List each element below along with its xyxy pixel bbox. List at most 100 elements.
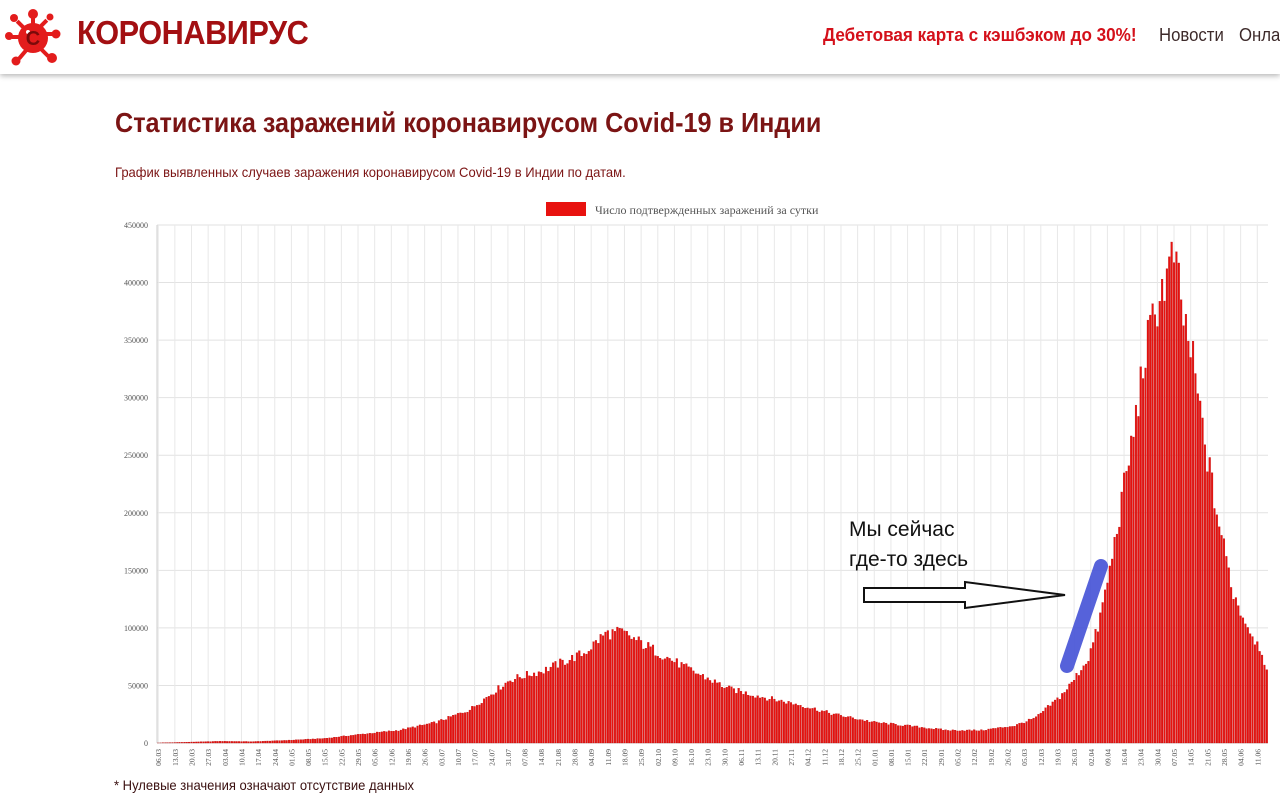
bar[interactable] — [1082, 665, 1085, 744]
bar[interactable] — [1232, 599, 1235, 744]
bar[interactable] — [1120, 491, 1123, 744]
bar[interactable] — [411, 726, 414, 744]
bar[interactable] — [214, 741, 217, 744]
bar[interactable] — [445, 719, 448, 744]
bar[interactable] — [863, 720, 866, 744]
bar[interactable] — [366, 733, 369, 744]
bar[interactable] — [404, 729, 407, 744]
bar[interactable] — [502, 686, 505, 744]
bar[interactable] — [642, 648, 645, 744]
bar[interactable] — [744, 691, 747, 744]
bar[interactable] — [1065, 689, 1068, 744]
bar[interactable] — [901, 725, 904, 744]
bar[interactable] — [571, 655, 574, 744]
bar[interactable] — [188, 741, 191, 744]
bar[interactable] — [999, 727, 1002, 744]
bar[interactable] — [1123, 472, 1126, 744]
bar[interactable] — [342, 735, 345, 744]
bar[interactable] — [176, 742, 179, 744]
bar[interactable] — [897, 725, 900, 744]
bar[interactable] — [387, 730, 390, 744]
bar[interactable] — [547, 671, 550, 744]
bar[interactable] — [490, 694, 493, 744]
bar[interactable] — [842, 716, 845, 744]
bar[interactable] — [283, 740, 286, 744]
bar[interactable] — [761, 696, 764, 744]
bar[interactable] — [185, 742, 188, 744]
bar[interactable] — [847, 716, 850, 744]
bar[interactable] — [1156, 326, 1159, 744]
bar[interactable] — [889, 722, 892, 744]
bar[interactable] — [1177, 262, 1180, 744]
bar[interactable] — [944, 729, 947, 744]
bar[interactable] — [782, 701, 785, 744]
bar[interactable] — [1213, 508, 1216, 744]
bar[interactable] — [1175, 251, 1178, 744]
bar[interactable] — [920, 727, 923, 744]
bar[interactable] — [361, 733, 364, 744]
bar[interactable] — [894, 724, 897, 744]
bar[interactable] — [1134, 404, 1137, 744]
bar[interactable] — [625, 631, 628, 744]
bar[interactable] — [913, 725, 916, 744]
bar[interactable] — [585, 653, 588, 744]
bar[interactable] — [540, 672, 543, 744]
bar[interactable] — [466, 711, 469, 744]
bar[interactable] — [759, 697, 762, 744]
bar[interactable] — [711, 682, 714, 744]
bar[interactable] — [773, 698, 776, 744]
bar[interactable] — [1251, 636, 1254, 744]
bar[interactable] — [966, 729, 969, 744]
bar[interactable] — [259, 741, 262, 744]
bar[interactable] — [328, 737, 331, 744]
bar[interactable] — [749, 695, 752, 744]
bar[interactable] — [735, 693, 738, 744]
bar[interactable] — [397, 730, 400, 744]
bar[interactable] — [1118, 526, 1121, 744]
bar[interactable] — [309, 739, 312, 744]
promo-link[interactable]: Дебетовая карта с кэшбэком до 30%! — [823, 25, 1137, 45]
bar[interactable] — [652, 644, 655, 744]
bar[interactable] — [618, 628, 621, 744]
bar[interactable] — [706, 677, 709, 744]
bar[interactable] — [1137, 416, 1140, 744]
bar[interactable] — [461, 712, 464, 744]
bar[interactable] — [1206, 471, 1209, 744]
bar[interactable] — [416, 725, 419, 744]
bar[interactable] — [1242, 617, 1245, 744]
bar[interactable] — [832, 713, 835, 744]
bar[interactable] — [473, 706, 476, 744]
bar[interactable] — [268, 740, 272, 744]
bar[interactable] — [537, 671, 540, 744]
bar[interactable] — [357, 734, 360, 744]
bar[interactable] — [930, 728, 933, 744]
bar[interactable] — [873, 721, 876, 744]
bar[interactable] — [321, 738, 324, 744]
bar[interactable] — [583, 653, 586, 744]
bar[interactable] — [740, 691, 743, 744]
bar[interactable] — [223, 741, 226, 744]
bar[interactable] — [602, 635, 605, 744]
bar[interactable] — [804, 708, 807, 744]
bar[interactable] — [509, 680, 512, 744]
bar[interactable] — [499, 689, 502, 744]
bar[interactable] — [880, 723, 883, 744]
bar[interactable] — [544, 666, 547, 744]
bar[interactable] — [604, 631, 607, 744]
bar[interactable] — [1230, 587, 1233, 744]
bar[interactable] — [1051, 701, 1054, 744]
bar[interactable] — [378, 732, 381, 744]
bar[interactable] — [989, 728, 992, 744]
bar[interactable] — [635, 640, 638, 744]
bar[interactable] — [1239, 615, 1242, 744]
bar[interactable] — [932, 729, 935, 744]
bar[interactable] — [701, 674, 704, 744]
bar[interactable] — [368, 733, 371, 744]
bar[interactable] — [682, 664, 685, 744]
bar[interactable] — [426, 723, 429, 744]
bar[interactable] — [1084, 663, 1088, 744]
bar[interactable] — [1080, 670, 1083, 744]
bar[interactable] — [578, 650, 581, 744]
bar[interactable] — [835, 713, 838, 744]
bar[interactable] — [1130, 435, 1133, 744]
